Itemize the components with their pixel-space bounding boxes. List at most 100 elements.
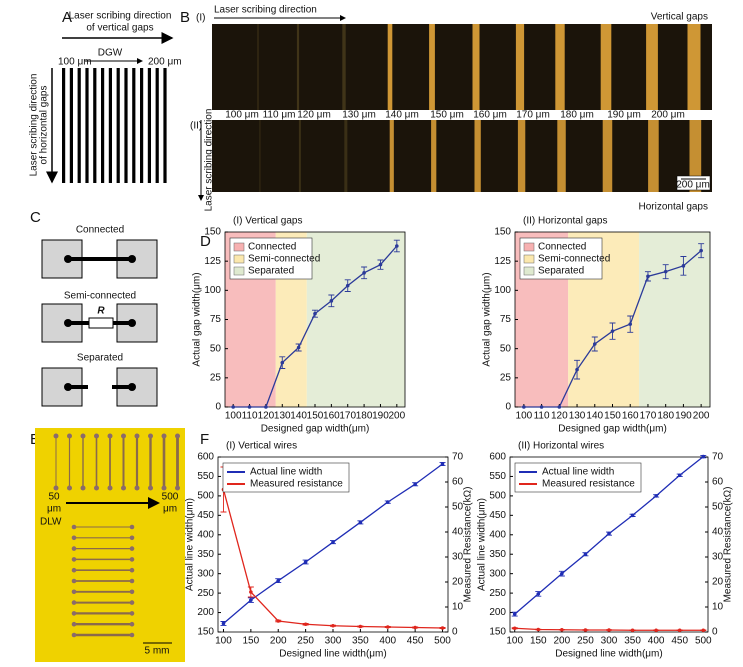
x-tick-label: 200	[388, 411, 405, 422]
line-stripe	[132, 68, 136, 183]
data-point	[413, 625, 417, 630]
end-label: 500	[162, 492, 179, 503]
stripe	[517, 120, 526, 192]
pad	[129, 589, 135, 595]
part-label: (I)	[196, 13, 205, 24]
state-label: Connected	[76, 225, 124, 236]
pad	[161, 433, 167, 439]
data-point	[221, 621, 226, 626]
stripe	[474, 120, 481, 192]
x-tick-label: 180	[356, 411, 373, 422]
stripe	[515, 24, 525, 110]
gap-label: 150 μm	[430, 110, 464, 121]
x-tick-label: 160	[323, 411, 340, 422]
pad	[121, 433, 126, 439]
y-tick-label: 400	[197, 529, 214, 540]
legend-swatch	[233, 254, 245, 264]
legend-label: Measured resistance	[250, 479, 343, 490]
chart-title: (II) Horizontal wires	[518, 441, 604, 452]
data-point	[536, 592, 541, 596]
x-tick-label: 450	[671, 636, 688, 647]
x-tick-label: 450	[407, 636, 424, 647]
pad	[80, 485, 86, 491]
legend-label: Semi-connected	[538, 254, 610, 265]
pad	[148, 433, 153, 439]
y2-tick-label: 40	[712, 527, 724, 538]
x-tick-label: 300	[601, 636, 618, 647]
data-point	[329, 299, 334, 303]
gap-label: 170 μm	[516, 110, 550, 121]
legend-box	[222, 462, 350, 493]
panel-letter: A	[62, 9, 72, 26]
chart-title: (I) Vertical wires	[226, 441, 297, 452]
end-label: μm	[163, 504, 177, 515]
pad	[71, 600, 77, 605]
data-point	[231, 405, 235, 409]
stripe	[429, 24, 435, 110]
line-stripe	[62, 68, 66, 183]
x-tick-label: 100	[506, 636, 523, 647]
x-tick-label: 170	[339, 411, 356, 422]
pad	[71, 621, 77, 627]
pad	[161, 485, 167, 491]
end-label: 200 μm	[148, 57, 182, 68]
data-point	[313, 311, 317, 316]
stripe	[689, 120, 702, 192]
pad	[94, 485, 99, 491]
legend-label: Connected	[248, 242, 296, 253]
x-tick-label: 300	[325, 636, 342, 647]
x-axis-label: Designed gap width(μm)	[558, 424, 667, 435]
data-point	[249, 590, 253, 594]
y-axis-label: Actual gap width(μm)	[192, 272, 203, 366]
data-point	[630, 513, 635, 518]
x-tick-label: 350	[352, 636, 369, 647]
x-tick-label: 250	[297, 636, 314, 647]
gap-label: 130 μm	[342, 110, 376, 121]
x-tick-label: 190	[372, 411, 389, 422]
y-tick-label: 125	[494, 256, 511, 267]
pad	[134, 433, 140, 439]
stripe	[389, 120, 394, 192]
line-stripe	[124, 68, 128, 183]
pad	[71, 535, 77, 541]
stripe	[555, 24, 565, 110]
y-tick-label: 75	[210, 314, 222, 325]
data-point	[536, 627, 541, 632]
x-tick-label: 120	[551, 411, 568, 422]
data-point	[440, 626, 445, 630]
dot	[128, 319, 136, 327]
gap-label: 190 μm	[607, 110, 641, 121]
y2-tick-label: 60	[452, 477, 464, 488]
data-point	[512, 612, 517, 616]
data-point	[583, 628, 588, 632]
y-tick-label: 0	[505, 402, 511, 413]
y2-tick-label: 10	[712, 602, 724, 613]
stripe	[344, 120, 348, 192]
data-point	[276, 619, 281, 623]
y-tick-label: 600	[489, 452, 506, 463]
data-point	[575, 367, 579, 372]
pad	[129, 632, 135, 638]
y2-tick-label: 30	[452, 552, 464, 563]
panel-c: C Connected Semi-connected R Separated	[30, 209, 158, 407]
y2-axis-label: Measured Resistance(kΩ)	[723, 487, 734, 603]
pad	[129, 546, 135, 551]
legend-swatch	[523, 266, 535, 276]
y-tick-label: 500	[197, 491, 214, 502]
scale-label: 5 mm	[145, 646, 170, 657]
pad	[71, 611, 77, 616]
line-stripe	[147, 68, 151, 183]
scale-label: 200 μm	[676, 180, 710, 191]
pad	[148, 485, 153, 491]
y-axis-label: Actual gap width(μm)	[482, 272, 493, 366]
data-point	[512, 626, 517, 631]
resistor-label: R	[97, 306, 105, 317]
x-tick-label: 150	[307, 411, 324, 422]
data-point	[522, 405, 526, 409]
y-tick-label: 25	[500, 372, 512, 383]
legend-label: Semi-connected	[248, 254, 320, 265]
y-tick-label: 0	[215, 402, 221, 413]
x-tick-label: 170	[640, 411, 657, 422]
legend-label: Actual line width	[542, 467, 614, 478]
data-point	[560, 627, 564, 632]
